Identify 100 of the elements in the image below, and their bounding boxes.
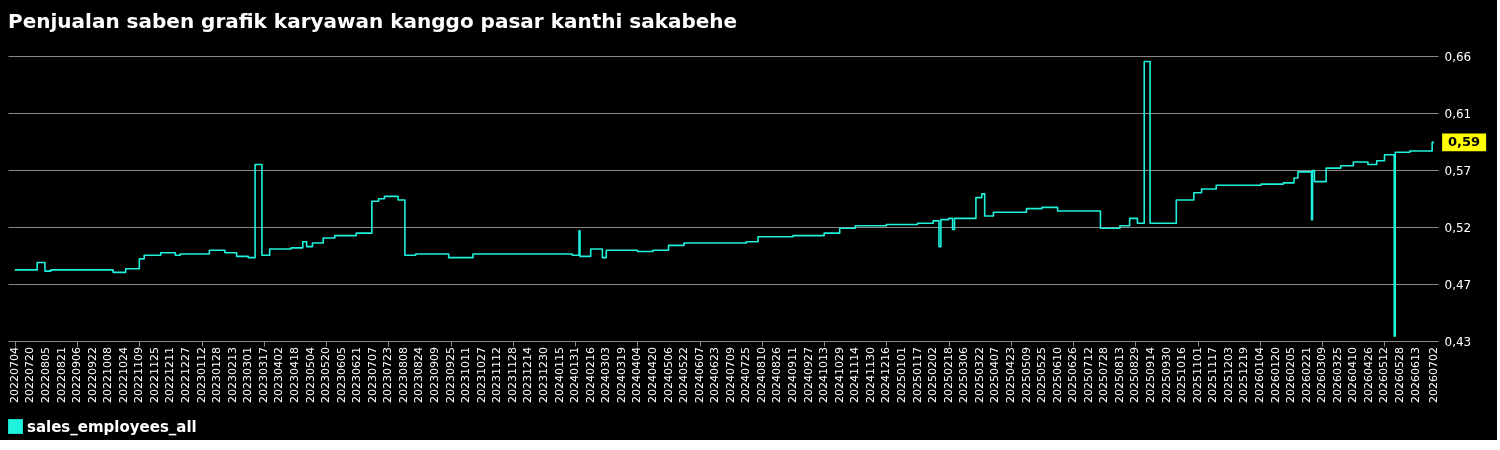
x-tick-label: 20240725 xyxy=(739,347,753,403)
x-tick-label: 20221008 xyxy=(101,347,115,403)
chart-title: Penjualan saben grafik karyawan kanggo pasar kanthi sakabehe xyxy=(8,9,738,33)
x-tick-label: 20260120 xyxy=(1268,347,1282,403)
x-tick-label: 20250610 xyxy=(1050,347,1064,403)
x-tick-label: 20230723 xyxy=(381,347,395,403)
x-tick-label: 20260702 xyxy=(1427,347,1441,403)
x-tick-label: 20230605 xyxy=(334,347,348,403)
x-tick-label: 20250218 xyxy=(941,347,955,403)
x-tick-label: 20231128 xyxy=(505,347,519,403)
x-tick-label: 20220805 xyxy=(38,347,52,403)
x-tick-label: 20250829 xyxy=(1128,347,1142,403)
x-tick-label: 20250202 xyxy=(926,347,940,403)
x-tick-label: 20231112 xyxy=(490,347,504,403)
x-tick-label: 20230909 xyxy=(428,347,442,403)
x-tick-label: 20240911 xyxy=(786,347,800,403)
x-tick-label: 20231011 xyxy=(459,347,473,403)
x-tick-label: 20241130 xyxy=(863,347,877,403)
x-tick-label: 20241013 xyxy=(817,347,831,403)
x-tick-label: 20220906 xyxy=(70,347,84,403)
x-tick-label: 20260309 xyxy=(1315,347,1329,403)
x-tick-label: 20240131 xyxy=(568,347,582,403)
x-tick-label: 20220720 xyxy=(23,347,37,403)
x-tick-label: 20230213 xyxy=(225,347,239,403)
annotation: 0,59 xyxy=(1448,134,1481,150)
x-tick-label: 20221125 xyxy=(147,347,161,403)
x-tick-label: 20250306 xyxy=(957,347,971,403)
x-tick-label: 20221109 xyxy=(132,347,146,403)
x-tick-label: 20250712 xyxy=(1081,347,1095,403)
x-tick-label: 20240826 xyxy=(770,347,784,403)
x-tick-label: 20230504 xyxy=(303,347,317,403)
x-tick-label: 20240623 xyxy=(708,347,722,403)
x-tick-label: 20250728 xyxy=(1097,347,1111,403)
x-tick-label: 20240319 xyxy=(614,347,628,403)
x-tick-label: 20240404 xyxy=(630,347,644,403)
x-tick-label: 20260205 xyxy=(1284,347,1298,403)
x-tick-label: 20260613 xyxy=(1408,347,1422,403)
x-tick-label: 20250525 xyxy=(1035,347,1049,403)
x-tick-label: 20251117 xyxy=(1206,347,1220,403)
x-tick-label: 20260325 xyxy=(1330,347,1344,403)
x-tick-label: 20220704 xyxy=(7,347,21,403)
x-tick-label: 20250322 xyxy=(972,347,986,403)
x-tick-label: 20230621 xyxy=(350,347,364,403)
x-tick-label: 20251101 xyxy=(1190,347,1204,403)
y-tick-label: 0,47 xyxy=(1444,277,1472,292)
x-tick-label: 20250626 xyxy=(1066,347,1080,403)
x-tick-label: 20221211 xyxy=(163,347,177,403)
x-tick-label: 20230707 xyxy=(365,347,379,403)
x-tick-label: 20240607 xyxy=(692,347,706,403)
y-tick-label: 0,57 xyxy=(1444,163,1472,178)
x-tick-label: 20260426 xyxy=(1361,347,1375,403)
x-tick-label: 20240303 xyxy=(599,347,613,403)
x-tick-label: 20250423 xyxy=(1003,347,1017,403)
x-tick-label: 20250813 xyxy=(1112,347,1126,403)
x-tick-label: 20230402 xyxy=(272,347,286,403)
x-tick-label: 20240709 xyxy=(723,347,737,403)
x-tick-label: 20240420 xyxy=(645,347,659,403)
x-tick-label: 20240506 xyxy=(661,347,675,403)
x-tick-label: 20241029 xyxy=(832,347,846,403)
x-tick-label: 20251016 xyxy=(1175,347,1189,403)
y-tick-label: 0,43 xyxy=(1444,334,1472,349)
x-tick-label: 20240810 xyxy=(754,347,768,403)
x-tick-label: 20230824 xyxy=(412,347,426,403)
y-tick-label: 0,66 xyxy=(1444,49,1472,64)
x-tick-label: 20241216 xyxy=(879,347,893,403)
x-tick-label: 20250914 xyxy=(1144,347,1158,403)
x-tick-label: 20260410 xyxy=(1346,347,1360,403)
x-tick-label: 20250117 xyxy=(910,347,924,403)
x-tick-label: 20231027 xyxy=(474,347,488,403)
x-tick-label: 20231214 xyxy=(521,347,535,403)
x-tick-label: 20230925 xyxy=(443,347,457,403)
x-tick-label: 20230808 xyxy=(396,347,410,403)
x-tick-label: 20251219 xyxy=(1237,347,1251,403)
x-tick-label: 20220922 xyxy=(85,347,99,403)
x-tick-label: 20220821 xyxy=(54,347,68,403)
x-tick-label: 20221227 xyxy=(179,347,193,403)
x-tick-label: 20250930 xyxy=(1159,347,1173,403)
x-tick-label: 20240216 xyxy=(583,347,597,403)
x-tick-label: 20250101 xyxy=(894,347,908,403)
x-tick-label: 20260221 xyxy=(1299,347,1313,403)
x-tick-label: 20240522 xyxy=(677,347,691,403)
y-tick-label: 0,61 xyxy=(1444,106,1472,121)
x-tick-label: 20221024 xyxy=(116,347,130,403)
x-tick-label: 20241114 xyxy=(848,347,862,403)
x-tick-label: 20240927 xyxy=(801,347,815,403)
x-tick-label: 20260104 xyxy=(1252,347,1266,403)
y-tick-label: 0,52 xyxy=(1444,220,1472,235)
x-tick-label: 20251203 xyxy=(1221,347,1235,403)
x-tick-label: 20230520 xyxy=(319,347,333,403)
x-tick-label: 20230301 xyxy=(241,347,255,403)
x-tick-label: 20230317 xyxy=(256,347,270,403)
x-tick-label: 20250407 xyxy=(988,347,1002,403)
x-tick-label: 20250509 xyxy=(1019,347,1033,403)
legend-label: sales_employees_all xyxy=(27,417,197,436)
x-tick-label: 20231230 xyxy=(537,347,551,403)
x-tick-label: 20230112 xyxy=(194,347,208,403)
x-tick-label: 20260528 xyxy=(1393,347,1407,403)
x-tick-label: 20230418 xyxy=(287,347,301,403)
x-tick-label: 20260512 xyxy=(1377,347,1391,403)
x-tick-label: 20230128 xyxy=(210,347,224,403)
